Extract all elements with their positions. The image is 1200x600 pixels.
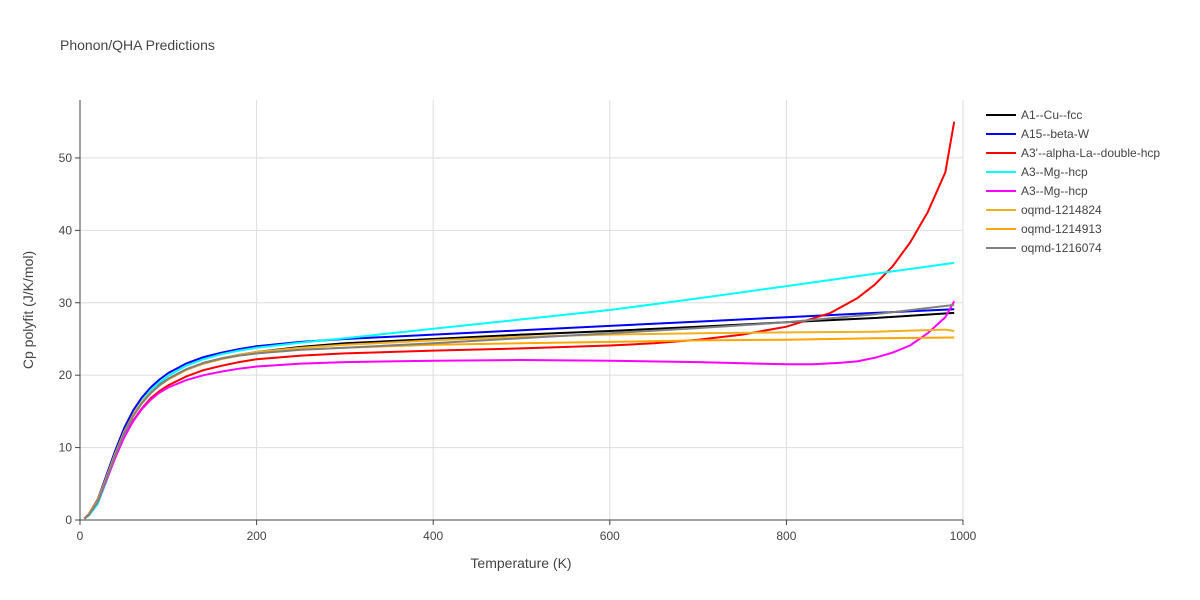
x-tick-label: 400 xyxy=(423,529,443,543)
legend-item[interactable]: A3'--alpha-La--double-hcp xyxy=(986,146,1160,160)
y-tick-label: 20 xyxy=(59,368,73,382)
y-tick-label: 50 xyxy=(59,151,73,165)
legend-label: oqmd-1214913 xyxy=(1021,222,1102,236)
legend-item[interactable]: oqmd-1216074 xyxy=(986,241,1102,255)
legend-label: A3'--alpha-La--double-hcp xyxy=(1021,146,1160,160)
chart-title: Phonon/QHA Predictions xyxy=(60,37,215,53)
legend-label: oqmd-1214824 xyxy=(1021,203,1102,217)
y-tick-label: 10 xyxy=(59,441,73,455)
y-tick-label: 30 xyxy=(59,296,73,310)
legend-item[interactable]: A3--Mg--hcp xyxy=(986,184,1088,198)
y-axis-title: Cp polyfit (J/K/mol) xyxy=(20,251,36,369)
legend-label: A3--Mg--hcp xyxy=(1021,184,1088,198)
legend-item[interactable]: A3--Mg--hcp xyxy=(986,165,1088,179)
legend-item[interactable]: A15--beta-W xyxy=(986,127,1090,141)
legend-label: A3--Mg--hcp xyxy=(1021,165,1088,179)
x-tick-label: 800 xyxy=(776,529,796,543)
legend-item[interactable]: A1--Cu--fcc xyxy=(986,108,1082,122)
y-tick-label: 0 xyxy=(65,513,72,527)
legend: A1--Cu--fcc A15--beta-W A3'--alpha-La--dou… xyxy=(986,108,1160,255)
x-tick-label: 200 xyxy=(247,529,267,543)
x-tick-label: 1000 xyxy=(950,529,977,543)
series-line-8 xyxy=(83,303,955,520)
series-line-4 xyxy=(83,261,955,520)
series-line-5 xyxy=(83,300,956,520)
grid xyxy=(80,100,964,520)
x-tick-label: 0 xyxy=(77,529,84,543)
legend-label: A15--beta-W xyxy=(1021,127,1090,141)
legend-label: A1--Cu--fcc xyxy=(1021,108,1082,122)
x-axis-title: Temperature (K) xyxy=(470,555,571,571)
legend-item[interactable]: oqmd-1214824 xyxy=(986,203,1102,217)
legend-label: oqmd-1216074 xyxy=(1021,241,1102,255)
series-line-6 xyxy=(83,328,955,520)
series-line-2 xyxy=(83,308,955,520)
axes: 0 200 400 600 800 1000 0 10 20 30 40 50 xyxy=(59,100,977,543)
y-tick-label: 40 xyxy=(59,223,73,237)
x-tick-label: 600 xyxy=(600,529,620,543)
plot-area xyxy=(83,121,956,520)
legend-item[interactable]: oqmd-1214913 xyxy=(986,222,1102,236)
